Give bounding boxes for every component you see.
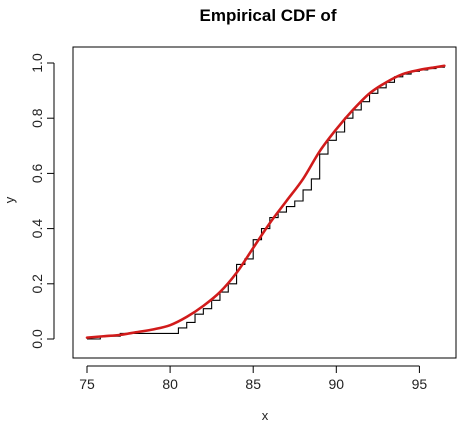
fitted-cdf-curve: [85, 64, 446, 339]
x-tick-label: 85: [245, 376, 261, 392]
x-axis-label: x: [262, 408, 269, 423]
x-tick-label: 95: [412, 376, 428, 392]
y-tick-label: 0.8: [29, 108, 45, 128]
y-axis-label: y: [2, 196, 17, 203]
x-axis: 75 80 85 90 95: [79, 365, 428, 392]
y-axis: 0.0 0.2 0.4 0.6 0.8 1.0: [29, 53, 55, 349]
x-tick-label: 90: [329, 376, 345, 392]
y-tick-label: 0.4: [29, 219, 45, 239]
series-layer: [85, 64, 446, 340]
chart-title: Empirical CDF of: [200, 6, 337, 25]
x-tick-label: 80: [162, 376, 178, 392]
y-tick-label: 0.2: [29, 274, 45, 294]
y-tick-label: 0.6: [29, 163, 45, 183]
plot-area: [72, 46, 457, 359]
ecdf-step-line: [87, 65, 445, 340]
y-tick-label: 0.0: [29, 329, 45, 349]
x-tick-label: 75: [79, 376, 95, 392]
y-tick-label: 1.0: [29, 53, 45, 73]
